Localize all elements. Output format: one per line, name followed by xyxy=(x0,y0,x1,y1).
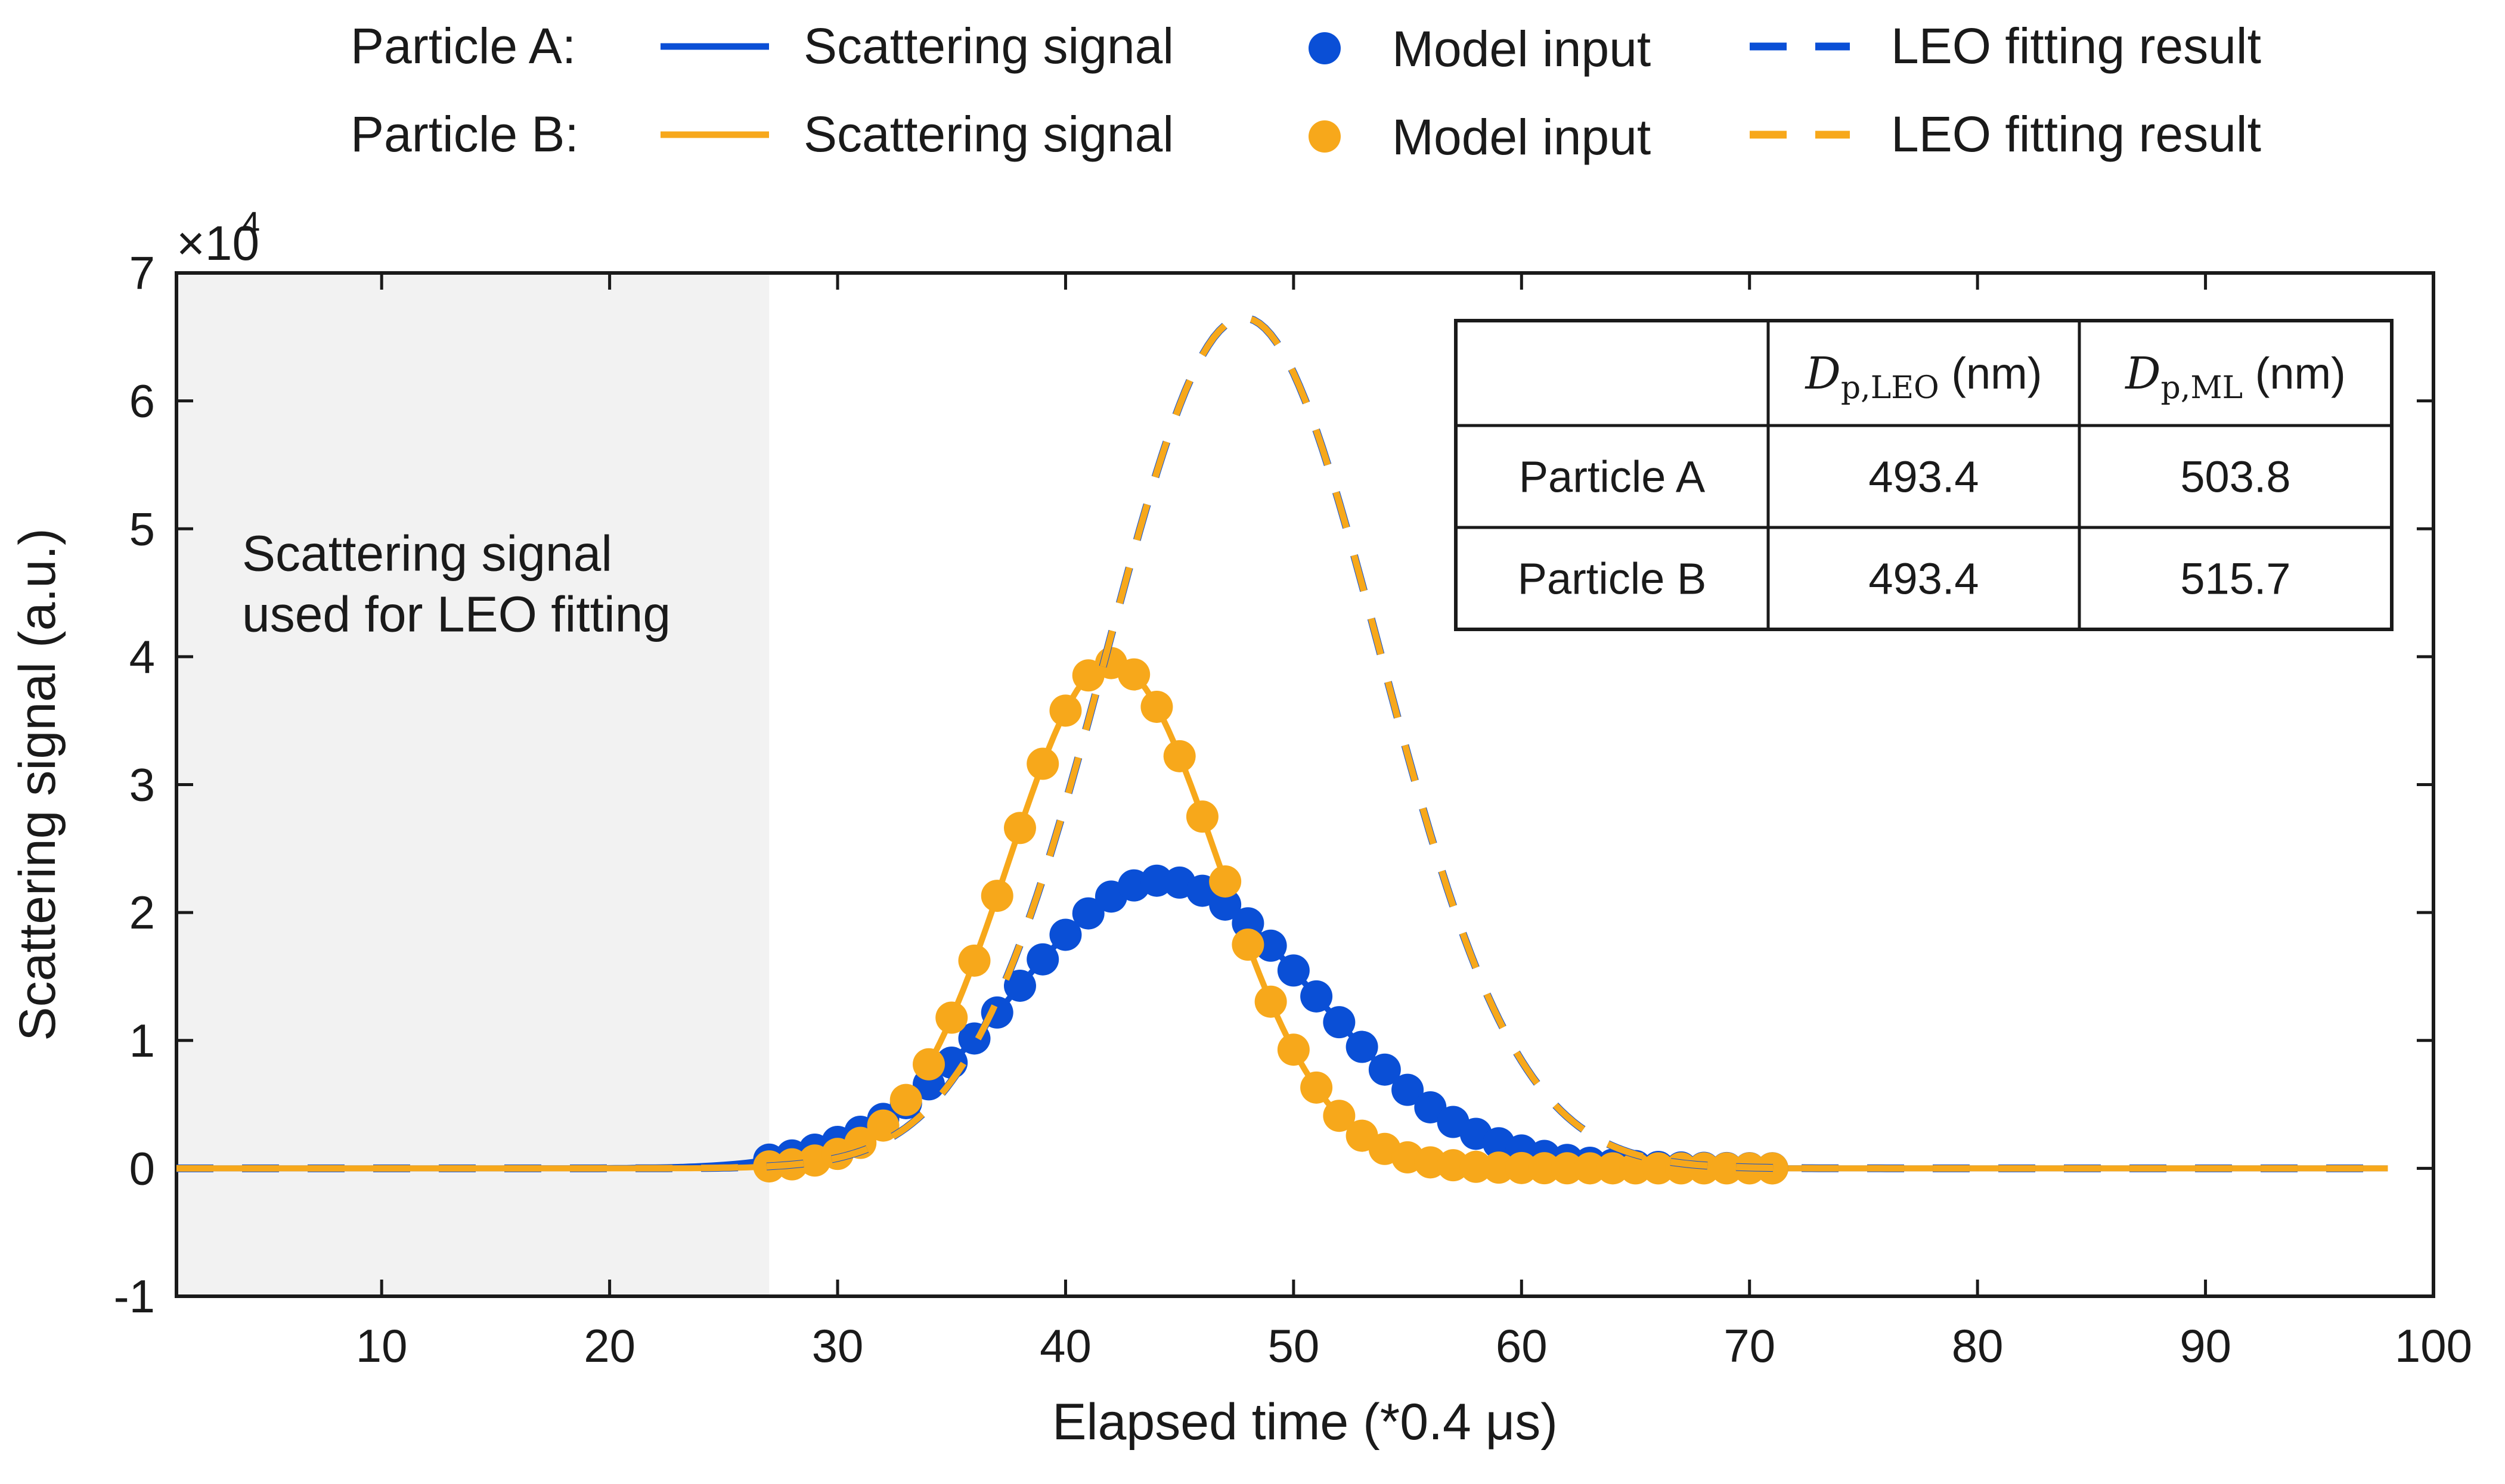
table-header-cell: Dp,ML (nm) xyxy=(2124,348,2346,406)
y-tick-label: 4 xyxy=(129,631,155,683)
model-input-point xyxy=(1254,929,1287,962)
x-tick-label: 30 xyxy=(812,1320,864,1372)
series-particle-b-model-input xyxy=(753,647,1788,1185)
model-input-point xyxy=(1300,980,1333,1013)
table-value: 515.7 xyxy=(2180,554,2290,604)
y-tick-label: 0 xyxy=(129,1142,155,1194)
model-input-point xyxy=(1003,812,1036,845)
y-axis-multiplier: ×10 xyxy=(176,216,259,271)
model-input-point xyxy=(1391,1073,1424,1106)
model-input-point xyxy=(1323,1100,1356,1132)
model-input-point xyxy=(1505,1151,1538,1184)
legend-particle-label: Particle B: xyxy=(351,106,579,162)
axis-ticks xyxy=(176,271,2435,1298)
model-input-point xyxy=(1551,1152,1583,1185)
y-tick-label: 6 xyxy=(129,375,155,427)
x-tick-label: 70 xyxy=(1723,1320,1775,1372)
model-input-point xyxy=(1232,929,1264,961)
table-value: 493.4 xyxy=(1868,452,1979,502)
model-input-point xyxy=(1710,1152,1743,1185)
model-input-point xyxy=(1300,1071,1333,1104)
legend-model-label: Model input xyxy=(1392,21,1651,77)
x-tick-label: 90 xyxy=(2180,1320,2231,1372)
model-input-point xyxy=(1003,969,1036,1002)
x-tick-label: 40 xyxy=(1040,1320,1092,1372)
model-input-point xyxy=(1596,1152,1629,1185)
table-header-cell: Dp,LEO (nm) xyxy=(1805,348,2042,406)
model-input-point xyxy=(1619,1152,1652,1185)
series-particle-b-leo-fitting-result xyxy=(176,314,2388,1172)
table-row-label: Particle A xyxy=(1519,452,1706,502)
model-input-point xyxy=(1323,1006,1356,1039)
y-tick-label: 7 xyxy=(129,247,155,299)
model-input-point xyxy=(1574,1152,1607,1185)
x-tick-labels: 10 20 30 40 50 60 70 80 90 100 xyxy=(356,1320,2472,1372)
model-input-point xyxy=(1163,740,1196,772)
y-tick-label: 5 xyxy=(129,502,155,555)
data-table: Dp,LEO (nm) Dp,ML (nm) Particle A 493.4 503.… xyxy=(1454,319,2394,631)
model-input-point xyxy=(1072,897,1105,930)
model-input-point xyxy=(958,944,991,977)
x-tick-label: 80 xyxy=(1952,1320,2004,1372)
model-input-point xyxy=(1027,747,1059,780)
y-tick-label: -1 xyxy=(114,1270,155,1322)
legend-signal-label: Scattering signal xyxy=(804,18,1174,74)
model-input-point xyxy=(1027,943,1059,976)
model-input-point xyxy=(1414,1091,1447,1123)
model-input-point xyxy=(1049,918,1082,951)
legend-fit-label: LEO fitting result xyxy=(1891,18,2261,74)
x-tick-label: 60 xyxy=(1496,1320,1548,1372)
model-input-point xyxy=(1483,1151,1515,1184)
model-input-point xyxy=(913,1048,945,1081)
model-input-point xyxy=(1528,1152,1561,1185)
legend: Particle A: Scattering signal Model input L… xyxy=(351,18,2261,165)
series-layer xyxy=(176,313,2388,1185)
y-tick-label: 1 xyxy=(129,1014,155,1067)
legend-particle-label: Particle A: xyxy=(351,18,576,74)
model-input-point xyxy=(1368,1053,1401,1086)
model-input-point xyxy=(1118,658,1151,691)
model-input-point xyxy=(1277,1033,1310,1066)
model-input-point xyxy=(1459,1150,1492,1183)
x-tick-label: 10 xyxy=(356,1320,408,1372)
model-input-point xyxy=(935,1001,968,1034)
y-axis-title: Scattering signal (a.u.) xyxy=(9,528,66,1041)
y-tick-labels: -1 0 1 2 3 4 5 6 7 xyxy=(114,247,155,1322)
model-input-point xyxy=(1437,1149,1469,1182)
model-input-point xyxy=(1209,888,1242,921)
y-tick-label: 2 xyxy=(129,886,155,939)
x-tick-label: 50 xyxy=(1267,1320,1319,1372)
x-axis-title: Elapsed time (*0.4 μs) xyxy=(1052,1393,1558,1451)
x-tick-label: 20 xyxy=(584,1320,635,1372)
model-input-point xyxy=(1186,800,1219,833)
legend-model-label: Model input xyxy=(1392,109,1651,165)
legend-marker-swatch xyxy=(1309,120,1341,153)
model-input-point xyxy=(981,880,1013,912)
shaded-region xyxy=(176,273,770,1296)
legend-signal-label: Scattering signal xyxy=(804,106,1174,162)
model-input-point xyxy=(889,1083,922,1116)
model-input-point xyxy=(1209,865,1242,898)
legend-fit-label: LEO fitting result xyxy=(1891,106,2261,162)
legend-marker-swatch xyxy=(1309,32,1341,64)
series-particle-a-model-input xyxy=(753,864,1788,1185)
table-border xyxy=(1454,319,2394,631)
y-axis-multiplier-exponent: 4 xyxy=(241,205,260,244)
y-tick-label: 3 xyxy=(129,759,155,811)
table-row-label: Particle B xyxy=(1518,554,1707,604)
x-tick-label: 100 xyxy=(2395,1320,2472,1372)
shaded-region-label-line1: Scattering signal xyxy=(242,525,612,581)
table-value: 493.4 xyxy=(1868,554,1979,604)
model-input-point xyxy=(1140,690,1173,723)
model-input-point xyxy=(1642,1152,1675,1185)
model-input-point xyxy=(1049,694,1082,727)
model-input-point xyxy=(1254,985,1287,1018)
shaded-region-label-line2: used for LEO fitting xyxy=(242,586,671,642)
model-input-point xyxy=(1345,1030,1378,1063)
table-value: 503.8 xyxy=(2180,452,2290,502)
model-input-point xyxy=(1277,954,1310,987)
